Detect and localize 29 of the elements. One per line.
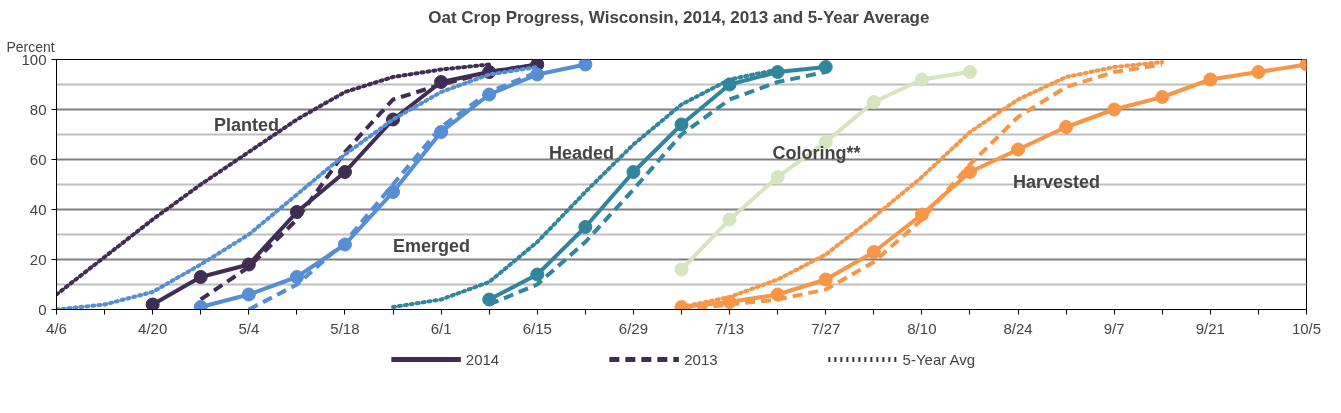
annotation: Headed [548, 142, 615, 163]
y-tick-label: 20 [29, 250, 47, 268]
legend-label: 5-Year Avg [902, 350, 976, 368]
annotation: Coloring** [772, 142, 861, 163]
y-tick-label: 80 [29, 100, 47, 118]
x-tick-label: 9/21 [1195, 319, 1225, 337]
x-tick-label: 5/18 [330, 319, 360, 337]
y-tick-label: 40 [29, 200, 47, 218]
x-tick-label: 9/7 [1103, 319, 1125, 337]
x-tick-label: 8/10 [907, 319, 937, 337]
x-tick-label: 7/27 [811, 319, 841, 337]
x-tick-label: 6/29 [618, 319, 649, 337]
x-tick-label: 4/20 [138, 319, 168, 337]
annotation: Harvested [1012, 171, 1101, 192]
legend-label: 2013 [684, 350, 718, 368]
x-tick-label: 6/1 [430, 319, 452, 337]
x-tick-label: 6/15 [522, 319, 552, 337]
x-tick-label: 7/13 [714, 319, 745, 337]
chart-title: Oat Crop Progress, Wisconsin, 2014, 2013 and 5-Year Average [428, 7, 930, 27]
annotation: Planted [213, 114, 280, 135]
y-tick-label: 60 [29, 150, 47, 168]
annotation: Emerged [392, 235, 471, 256]
y-tick-label: 0 [38, 300, 47, 318]
legend-label: 2014 [465, 350, 500, 368]
x-tick-label: 5/4 [238, 319, 260, 337]
x-tick-label: 4/6 [46, 319, 67, 337]
y-axis-title: Percent [6, 38, 55, 55]
x-tick-label: 8/24 [1003, 319, 1033, 337]
x-tick-label: 10/5 [1291, 319, 1322, 337]
